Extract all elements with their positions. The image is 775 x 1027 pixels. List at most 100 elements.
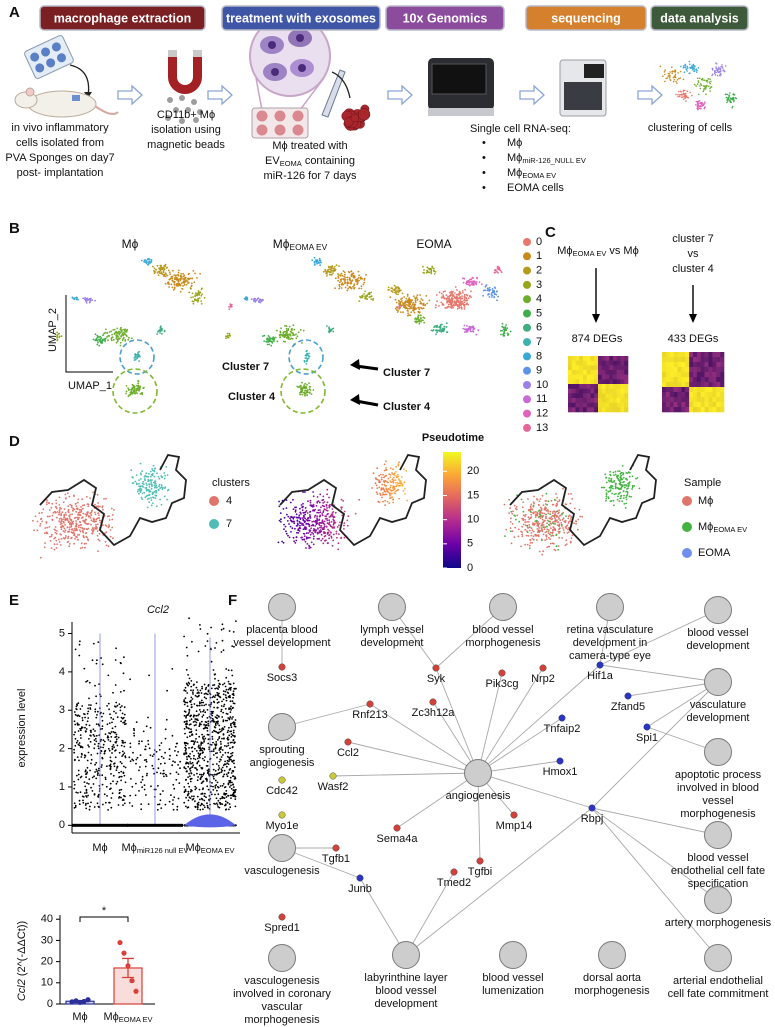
heatmap-cell <box>586 398 591 403</box>
cell-dot <box>495 293 498 296</box>
cell-dot <box>133 356 136 359</box>
cell-dot <box>75 523 78 526</box>
cell-dot <box>404 305 406 308</box>
flow-arrow <box>207 84 233 106</box>
cell-dot <box>45 522 48 524</box>
cell-dot <box>305 532 308 534</box>
cell-dot <box>58 336 61 339</box>
heatmap-cell <box>677 377 682 383</box>
cell-dot <box>159 328 162 330</box>
cell-dot <box>299 522 301 524</box>
cell-dot <box>312 543 315 546</box>
cell-dot <box>401 304 404 306</box>
cell-dot <box>556 510 559 513</box>
cell-dot <box>626 491 629 493</box>
cell-dot <box>731 107 733 109</box>
cell-dot <box>447 300 449 303</box>
cell-dot <box>398 479 401 482</box>
heatmap-cell <box>700 372 705 378</box>
cell-dot <box>280 333 282 336</box>
cell-dot <box>115 341 118 344</box>
cell-dot <box>514 507 517 510</box>
cell-dot <box>354 512 357 515</box>
cell-dot <box>302 491 304 493</box>
heatmap-cell <box>620 379 625 385</box>
cell-dot <box>467 281 470 283</box>
cell-dot <box>116 744 119 747</box>
cell-dot <box>447 303 450 306</box>
cell-dot <box>73 748 75 751</box>
exosome <box>350 113 360 123</box>
heatmap-cell <box>673 367 678 373</box>
cell-dot <box>305 519 308 521</box>
heatmap-cell <box>613 370 618 375</box>
cell-dot <box>370 298 373 300</box>
cell-dot <box>261 298 264 301</box>
sponge <box>72 95 80 101</box>
heatmap-cell <box>579 384 584 389</box>
cell-dot <box>123 765 125 768</box>
cell-dot <box>87 522 90 525</box>
heatmap-cell <box>590 388 595 394</box>
cell-dot <box>536 514 539 517</box>
cell-dot <box>303 385 306 388</box>
cell-dot <box>705 79 707 82</box>
cell-dot <box>107 526 110 529</box>
cell-dot <box>111 333 113 336</box>
cell-dot <box>425 295 428 297</box>
cell-dot <box>439 327 442 329</box>
cell-dot <box>179 279 182 282</box>
cell-dot <box>288 325 291 328</box>
cell-dot <box>291 527 294 530</box>
cell-dot <box>73 517 76 520</box>
cell-dot <box>525 534 528 537</box>
heatmap-cell <box>575 398 580 403</box>
heatmap-cell <box>598 374 603 380</box>
heatmap-cell <box>590 356 595 361</box>
cell-dot <box>53 548 56 551</box>
cell-dot <box>279 336 281 339</box>
heatmap-cell <box>681 382 686 388</box>
cell-dot <box>138 350 141 353</box>
cell-dot <box>53 511 56 513</box>
cell-dot <box>340 280 342 282</box>
cell-dot <box>123 713 126 716</box>
cell-dot <box>515 518 517 521</box>
cell-dot <box>226 332 229 335</box>
cell-dot <box>471 326 474 329</box>
cell-dot <box>116 767 118 769</box>
cell-dot <box>299 511 302 514</box>
cell-dot <box>357 277 360 279</box>
cell-dot <box>676 79 679 81</box>
cell-dot <box>77 298 79 301</box>
cell-dot <box>162 269 165 272</box>
cell-dot <box>346 284 349 286</box>
cell-dot <box>390 484 392 487</box>
cell-dot <box>391 472 393 474</box>
cell-dot <box>699 102 701 105</box>
cell-dot <box>434 325 436 327</box>
cell-dot <box>299 329 302 331</box>
cell-dot <box>673 79 676 81</box>
cell-dot <box>63 508 66 510</box>
cell-dot <box>162 486 164 489</box>
heatmap-cell <box>716 367 721 373</box>
cell-dot <box>445 326 448 328</box>
cell-dot <box>716 74 719 77</box>
cell-dot <box>118 771 120 774</box>
cell-dot <box>157 489 160 492</box>
cell-dot <box>617 495 619 498</box>
cell-dot <box>95 523 97 526</box>
cell-dot <box>333 519 335 522</box>
cell-dot <box>46 503 48 506</box>
cell-dot <box>70 523 73 526</box>
cell-dot <box>296 335 299 338</box>
cell-dot <box>99 505 101 508</box>
heatmap-cell <box>598 402 603 408</box>
cell-dot <box>317 500 320 502</box>
cell-dot <box>620 478 623 481</box>
cell-dot <box>533 502 535 505</box>
cell-dot <box>513 536 516 539</box>
cell-dot <box>159 330 162 333</box>
cell-dot <box>500 271 503 273</box>
